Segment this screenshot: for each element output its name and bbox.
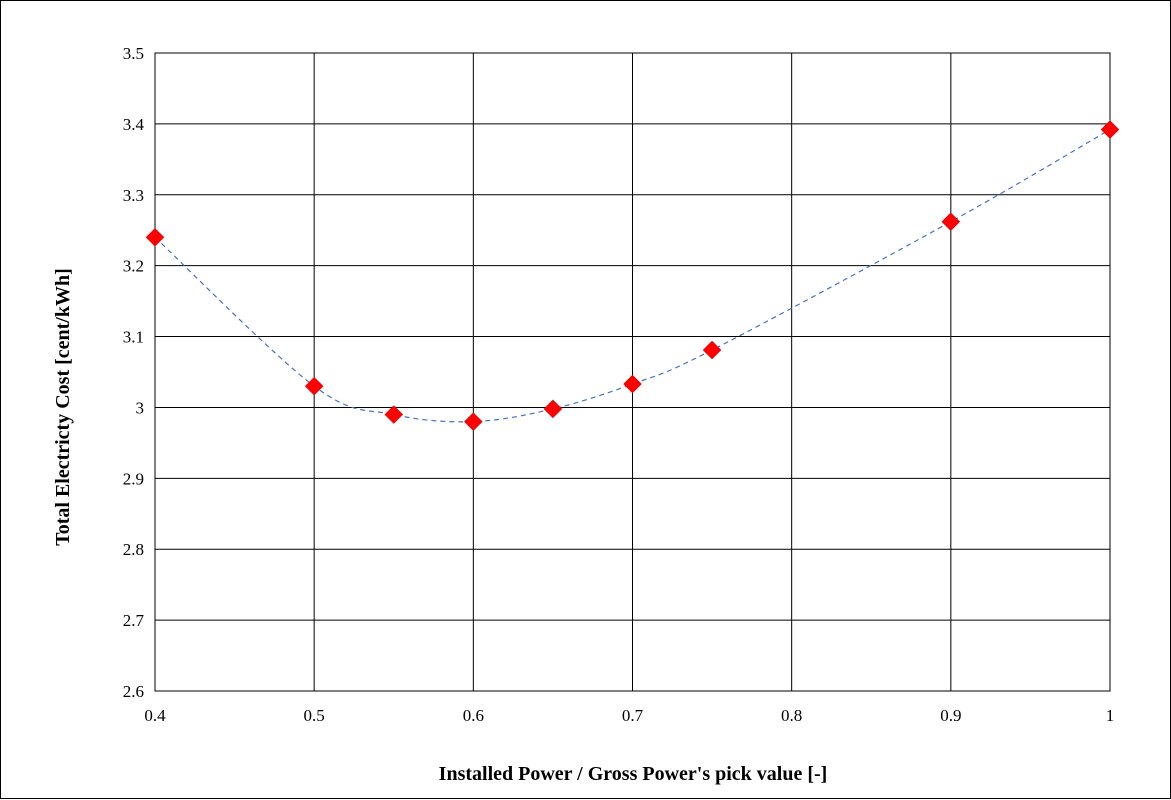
y-axis-title: Total Electricty Cost [cent/kWh]	[52, 268, 74, 546]
y-tick-label: 2.6	[123, 682, 144, 701]
y-tick-labels: 2.6 2.7 2.8 2.9 3 3.1 3.2 3.3 3.4 3.5	[123, 44, 145, 701]
x-tick-label: 0.7	[622, 706, 644, 725]
x-tick-label: 1	[1106, 706, 1115, 725]
data-points	[145, 120, 1120, 431]
y-tick-label: 3.1	[123, 328, 144, 347]
y-tick-label: 3.4	[123, 115, 145, 134]
data-point-marker	[1100, 120, 1120, 139]
data-point-marker	[145, 227, 165, 247]
x-tick-labels: 0.4 0.5 0.6 0.7 0.8 0.9 1	[144, 706, 1114, 725]
x-tick-label: 0.4	[144, 706, 166, 725]
trend-line	[154, 129, 1111, 423]
x-tick-label: 0.5	[304, 706, 325, 725]
data-point-marker	[702, 340, 722, 360]
y-tick-label: 2.8	[123, 540, 144, 559]
data-point-marker	[623, 374, 642, 394]
plot-border	[154, 52, 1111, 692]
y-tick-label: 2.7	[123, 611, 145, 630]
data-point-marker	[304, 376, 324, 396]
x-tick-label: 0.6	[463, 706, 484, 725]
x-tick-label: 0.9	[940, 706, 961, 725]
data-point-marker	[463, 412, 483, 431]
y-tick-label: 3.3	[123, 186, 144, 205]
y-tick-label: 3.5	[123, 44, 144, 63]
x-axis-title: Installed Power / Gross Power's pick val…	[439, 763, 828, 785]
y-tick-label: 3.2	[123, 257, 144, 276]
y-tick-label: 3	[136, 398, 145, 417]
x-tick-label: 0.8	[781, 706, 802, 725]
y-tick-label: 2.9	[123, 469, 144, 488]
data-point-marker	[543, 399, 563, 419]
data-point-marker	[941, 212, 961, 232]
data-point-marker	[384, 405, 404, 424]
